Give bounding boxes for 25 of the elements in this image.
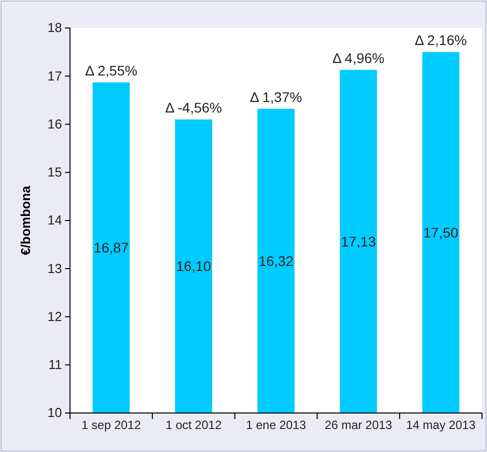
y-tick-label: 15 xyxy=(48,164,62,180)
annotation: Δ 1,37% xyxy=(250,88,302,105)
y-tick-label: 11 xyxy=(48,357,62,372)
y-tick-label: 10 xyxy=(48,405,62,420)
annotation: Δ 4,96% xyxy=(332,50,384,66)
data-label: 17,50 xyxy=(423,224,459,241)
y-tick-label: 14 xyxy=(48,212,62,228)
annotation: Δ -4,56% xyxy=(165,99,222,116)
annotation: Δ 2,55% xyxy=(85,62,138,78)
y-tick-label: 12 xyxy=(48,308,62,324)
data-label: 16,32 xyxy=(258,252,294,269)
data-label: 16,10 xyxy=(176,258,212,274)
x-tick-label: 1 ene 2013 xyxy=(246,418,306,432)
x-tick-label: 14 may 2013 xyxy=(406,418,476,432)
y-tick-label: 16 xyxy=(48,116,62,132)
x-tick-label: 26 mar 2013 xyxy=(324,418,392,432)
y-tick-label: 18 xyxy=(48,20,62,36)
y-tick-label: 13 xyxy=(48,260,62,276)
x-tick-label: 1 sep 2012 xyxy=(82,418,142,432)
annotation: Δ 2,16% xyxy=(414,32,467,48)
y-tick-label: 17 xyxy=(48,68,62,84)
x-tick-label: 1 oct 2012 xyxy=(166,418,222,432)
y-axis-title: €/bombona xyxy=(18,185,33,256)
data-label: 16,87 xyxy=(94,240,129,256)
data-label: 17,13 xyxy=(340,233,376,250)
